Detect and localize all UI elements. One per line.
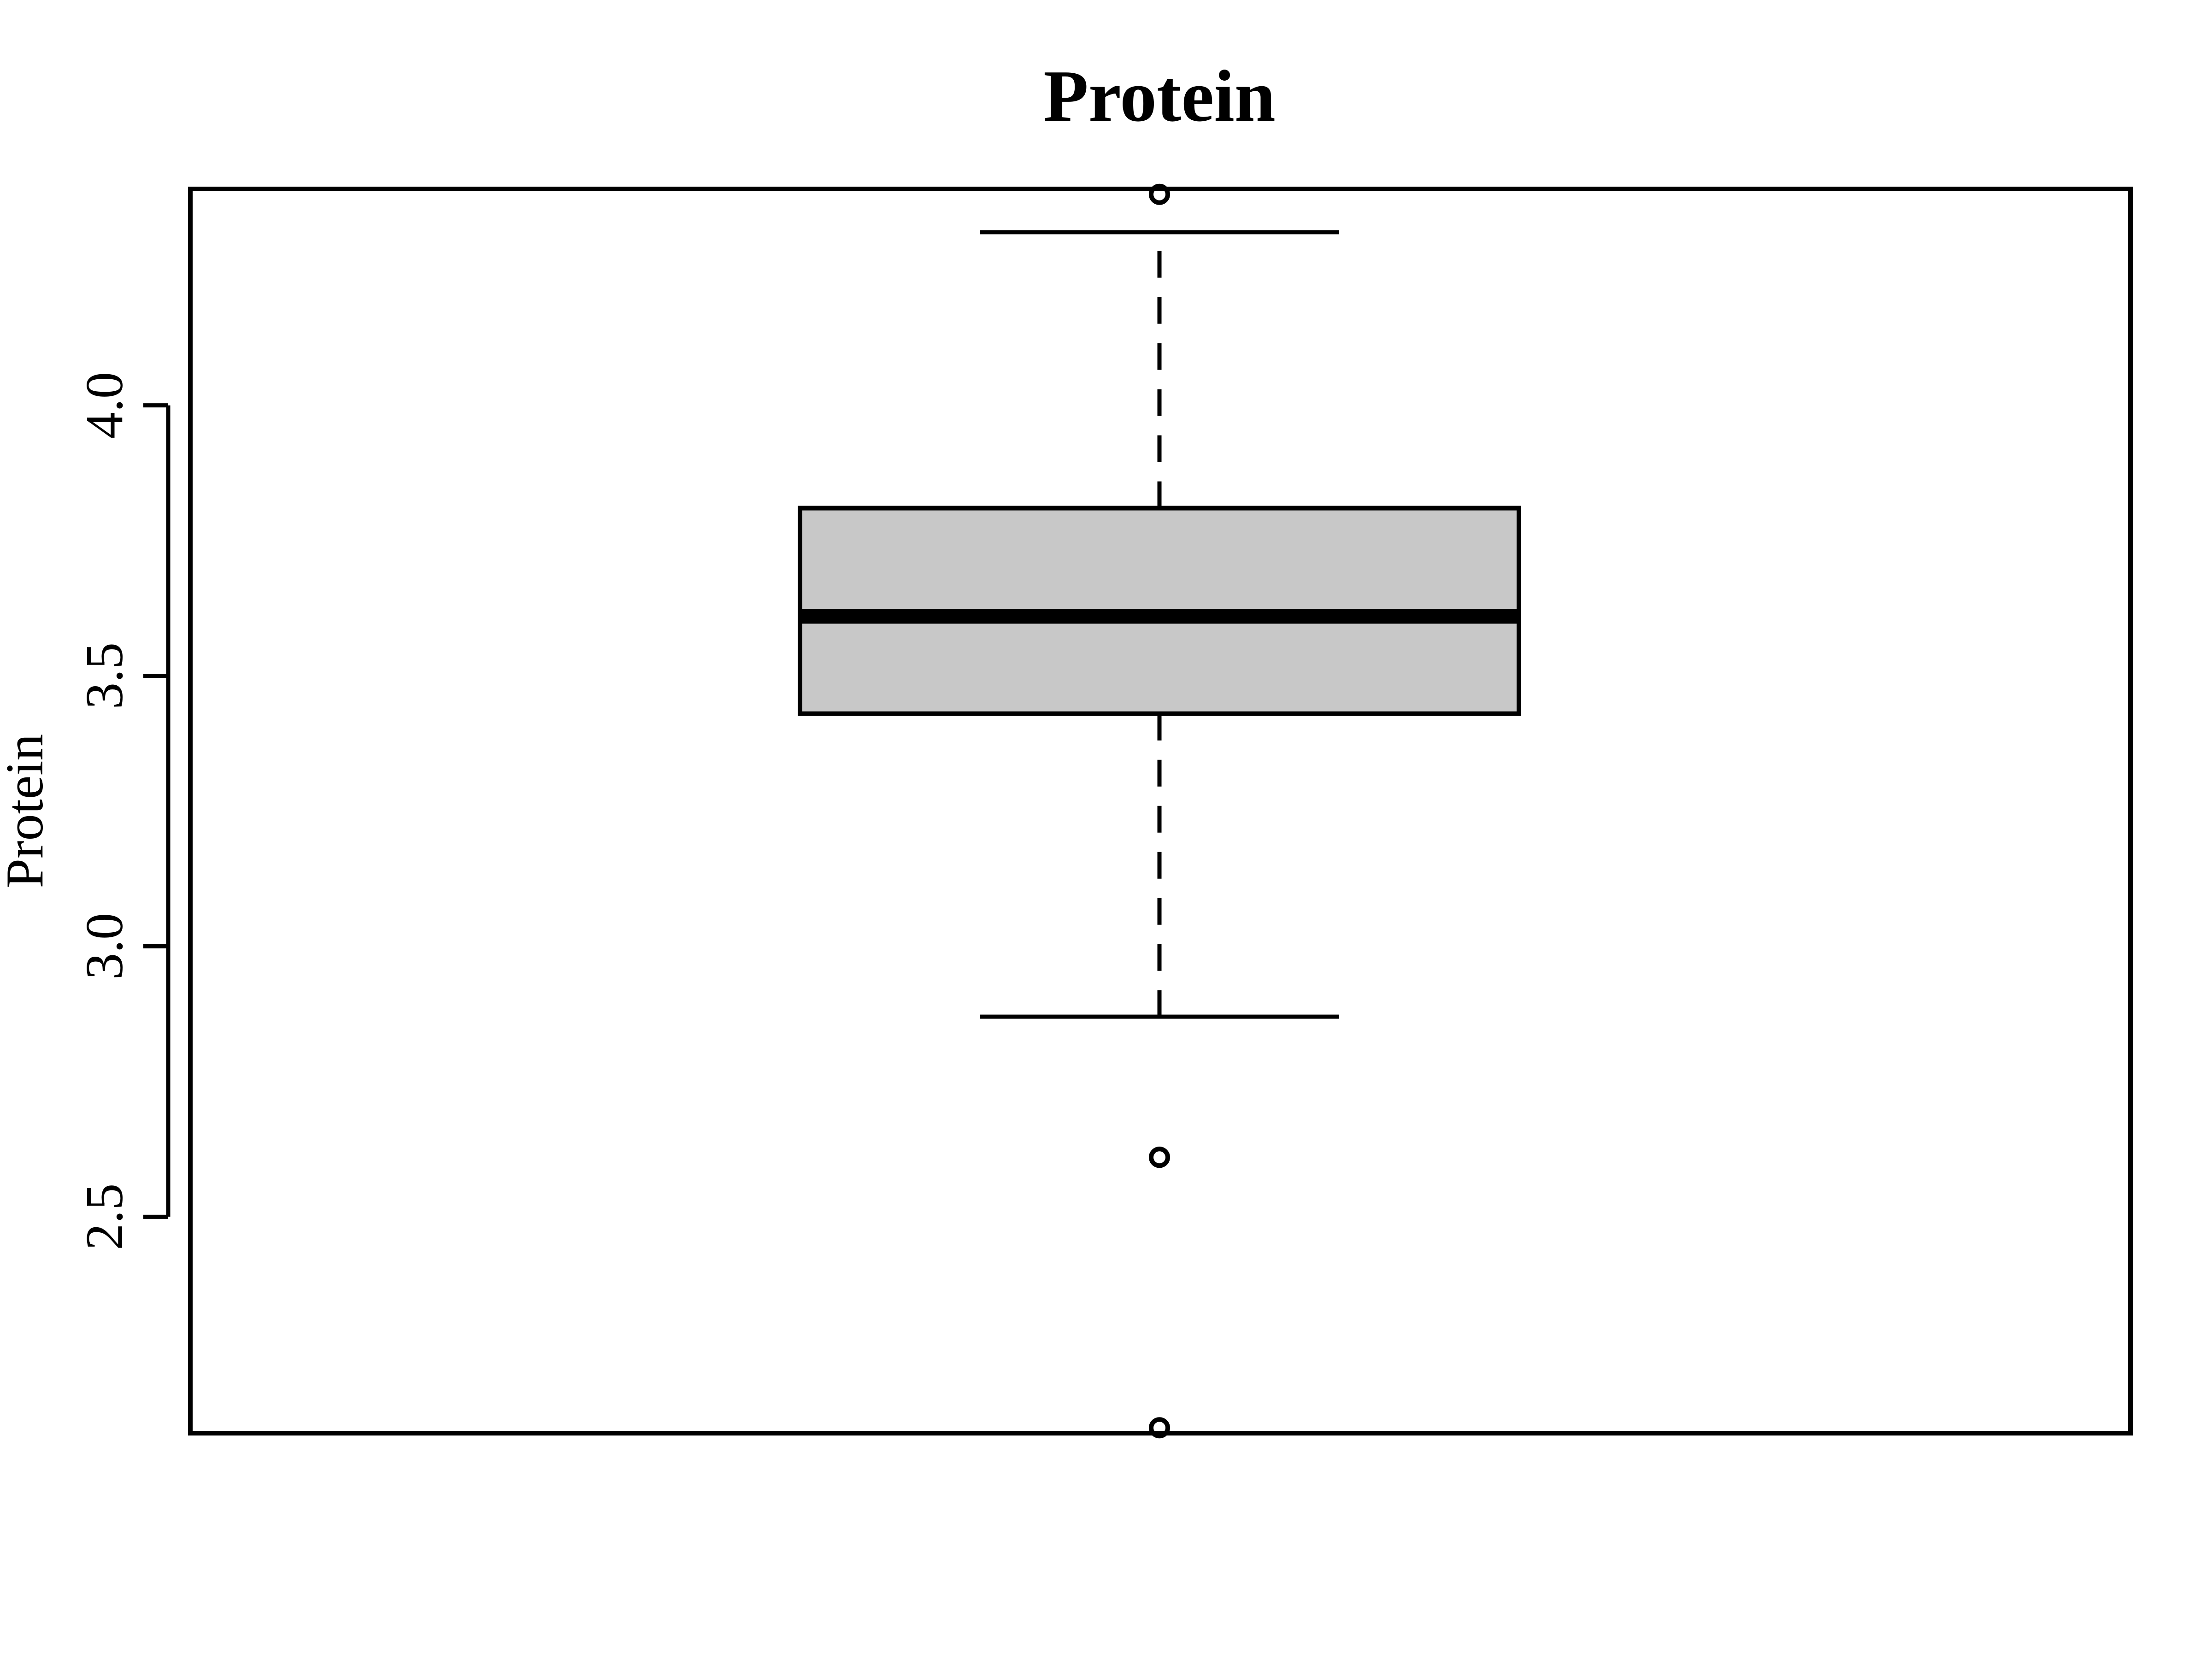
y-axis: 2.5 3.0 3.5 4.0 [75,372,171,1250]
y-tick-label-2: 3.5 [75,642,134,709]
box-group [798,183,1521,1439]
outlier-point-2 [1149,1417,1170,1439]
plot-frame [188,187,2133,1435]
chart-title: Protein [1043,55,1276,137]
outlier-point-1 [1149,1147,1170,1168]
outlier-point-0 [1149,183,1170,205]
y-tick-label-0: 2.5 [75,1183,134,1250]
y-tick-label-3: 4.0 [75,372,134,439]
y-axis-label: Protein [0,734,54,888]
y-tick-label-1: 3.0 [75,913,134,980]
